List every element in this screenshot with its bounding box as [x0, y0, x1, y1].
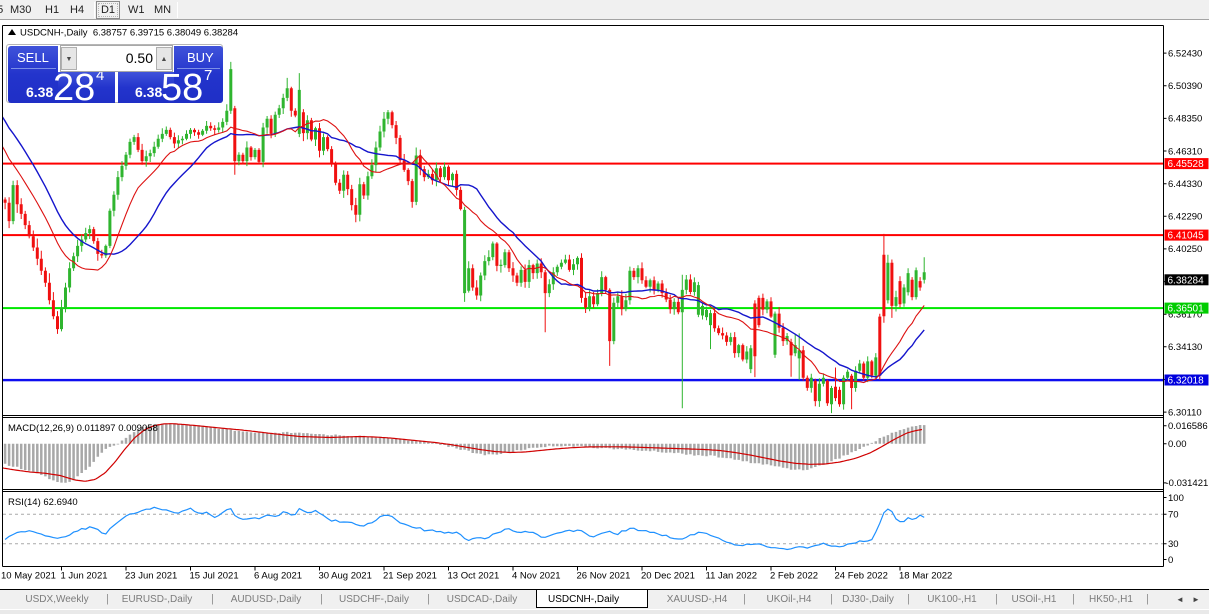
- svg-text:23 Jun 2021: 23 Jun 2021: [125, 571, 177, 582]
- svg-text:USDCNH-,Daily 6.38757 6.39715: USDCNH-,Daily 6.38757 6.39715 6.38049 6.…: [20, 28, 238, 39]
- svg-text:13 Oct 2021: 13 Oct 2021: [448, 571, 500, 582]
- svg-text:4 Nov 2021: 4 Nov 2021: [512, 571, 561, 582]
- svg-text:2 Feb 2022: 2 Feb 2022: [770, 571, 818, 582]
- svg-text:6.42290: 6.42290: [1168, 212, 1202, 223]
- svg-text:30: 30: [1168, 539, 1179, 550]
- svg-text:15 Jul 2021: 15 Jul 2021: [190, 571, 239, 582]
- svg-text:6.52430: 6.52430: [1168, 48, 1202, 59]
- svg-text:24 Feb 2022: 24 Feb 2022: [835, 571, 888, 582]
- svg-text:18 Mar 2022: 18 Mar 2022: [899, 571, 952, 582]
- svg-text:20 Dec 2021: 20 Dec 2021: [641, 571, 695, 582]
- svg-text:MACD(12,26,9) 0.011897 0.00905: MACD(12,26,9) 0.011897 0.009058: [8, 423, 158, 434]
- svg-text:100: 100: [1168, 493, 1184, 504]
- svg-text:0.016586: 0.016586: [1168, 421, 1208, 432]
- svg-text:0.00: 0.00: [1168, 439, 1187, 450]
- svg-text:10 May 2021: 10 May 2021: [1, 571, 56, 582]
- svg-text:11 Jan 2022: 11 Jan 2022: [706, 571, 758, 582]
- svg-text:1 Jun 2021: 1 Jun 2021: [61, 571, 108, 582]
- svg-text:70: 70: [1168, 510, 1179, 521]
- svg-text:6.36501: 6.36501: [1168, 304, 1205, 315]
- svg-text:0: 0: [1168, 555, 1173, 566]
- svg-text:26 Nov 2021: 26 Nov 2021: [577, 571, 631, 582]
- svg-text:6.30110: 6.30110: [1168, 407, 1202, 418]
- svg-text:6.41045: 6.41045: [1168, 231, 1205, 242]
- svg-text:-0.031421: -0.031421: [1166, 478, 1209, 489]
- svg-text:6 Aug 2021: 6 Aug 2021: [254, 571, 302, 582]
- svg-text:6.36170: 6.36170: [1168, 310, 1202, 321]
- svg-text:6.34130: 6.34130: [1168, 342, 1202, 353]
- svg-text:6.48350: 6.48350: [1168, 114, 1202, 125]
- svg-text:6.38284: 6.38284: [1168, 275, 1205, 286]
- svg-text:6.50390: 6.50390: [1168, 81, 1202, 92]
- svg-text:6.46310: 6.46310: [1168, 146, 1202, 157]
- svg-text:6.32018: 6.32018: [1168, 376, 1205, 387]
- svg-text:RSI(14) 62.6940: RSI(14) 62.6940: [8, 497, 78, 508]
- svg-text:6.45528: 6.45528: [1168, 159, 1205, 170]
- svg-text:21 Sep 2021: 21 Sep 2021: [383, 571, 437, 582]
- svg-text:30 Aug 2021: 30 Aug 2021: [319, 571, 372, 582]
- svg-text:6.44330: 6.44330: [1168, 179, 1202, 190]
- svg-text:6.40250: 6.40250: [1168, 244, 1202, 255]
